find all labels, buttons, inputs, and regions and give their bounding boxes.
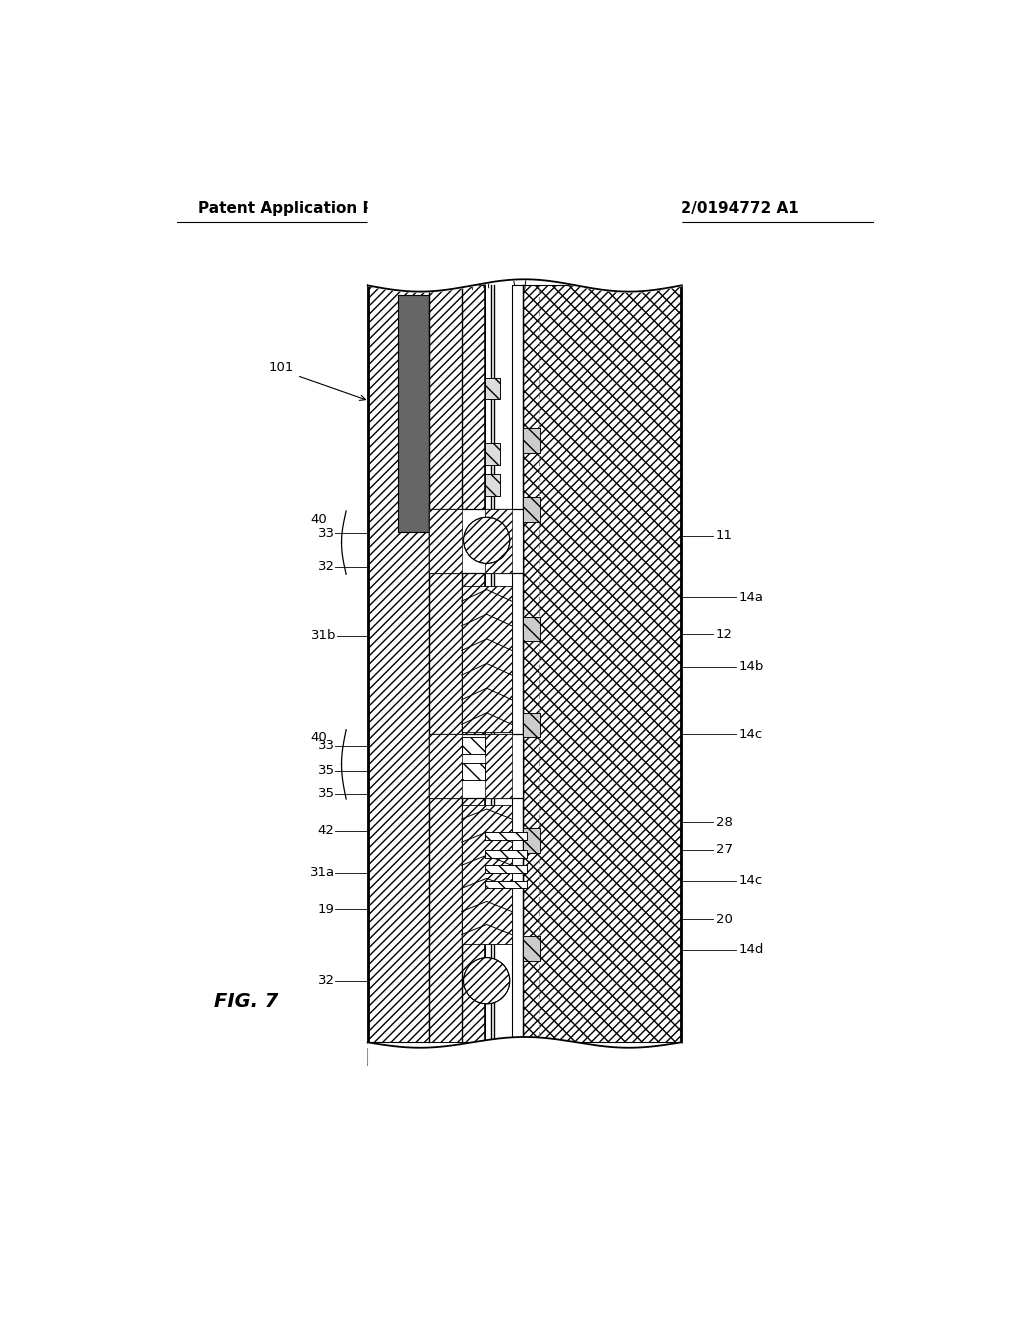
- Text: 20: 20: [716, 912, 732, 925]
- Bar: [523, 285, 681, 1043]
- Bar: [484, 832, 527, 840]
- Text: 21: 21: [373, 246, 389, 259]
- Text: 42: 42: [317, 824, 335, 837]
- Text: Patent Application Publication: Patent Application Publication: [199, 201, 459, 216]
- Text: Sheet 7 of 19: Sheet 7 of 19: [499, 201, 613, 216]
- Text: 101: 101: [268, 362, 294, 375]
- Text: 11: 11: [716, 529, 733, 543]
- Bar: [368, 285, 681, 1043]
- Bar: [484, 474, 500, 496]
- Bar: [462, 738, 484, 755]
- Bar: [484, 734, 512, 797]
- Bar: [523, 428, 541, 453]
- Text: 40: 40: [310, 513, 327, 527]
- Bar: [484, 378, 500, 400]
- Bar: [429, 285, 462, 1043]
- Bar: [523, 936, 541, 961]
- Text: 14d: 14d: [739, 944, 764, 957]
- Bar: [484, 850, 527, 858]
- Text: 13: 13: [519, 246, 537, 259]
- Bar: [512, 285, 523, 1043]
- Text: FIG. 7: FIG. 7: [214, 993, 279, 1011]
- Text: 30: 30: [479, 222, 497, 235]
- Bar: [484, 444, 500, 465]
- Text: 18: 18: [501, 246, 518, 259]
- Text: Aug. 2, 2012: Aug. 2, 2012: [407, 201, 515, 216]
- Text: 24: 24: [397, 246, 415, 259]
- Text: 2: 2: [434, 1082, 445, 1101]
- Bar: [484, 880, 527, 888]
- Text: 33: 33: [317, 739, 335, 752]
- Bar: [429, 734, 523, 797]
- Bar: [429, 508, 523, 573]
- Bar: [523, 713, 541, 738]
- Text: 14c: 14c: [739, 874, 763, 887]
- Text: 14c: 14c: [739, 727, 763, 741]
- Text: 28: 28: [716, 816, 732, 829]
- Bar: [462, 738, 484, 755]
- Text: 19: 19: [317, 903, 335, 916]
- Bar: [494, 285, 512, 1043]
- Text: US 2012/0194772 A1: US 2012/0194772 A1: [621, 201, 799, 216]
- Text: 23: 23: [460, 246, 476, 259]
- Bar: [462, 763, 484, 780]
- Bar: [484, 378, 500, 400]
- Bar: [523, 936, 541, 961]
- Text: 14b: 14b: [739, 660, 764, 673]
- Bar: [462, 763, 484, 780]
- Bar: [484, 866, 527, 873]
- Text: 32: 32: [317, 560, 335, 573]
- Bar: [523, 713, 541, 738]
- Text: 32: 32: [317, 974, 335, 987]
- Bar: [484, 880, 527, 888]
- Text: 1: 1: [597, 1082, 607, 1101]
- Text: 35: 35: [317, 764, 335, 777]
- Text: 31b: 31b: [311, 630, 337, 643]
- Text: 27: 27: [716, 843, 733, 857]
- Bar: [368, 285, 429, 1043]
- Text: 31a: 31a: [309, 866, 335, 879]
- Text: 14a: 14a: [739, 591, 764, 603]
- Bar: [523, 829, 541, 853]
- Bar: [523, 498, 541, 521]
- Bar: [523, 829, 541, 853]
- Bar: [484, 832, 527, 840]
- Bar: [462, 586, 512, 733]
- Bar: [523, 428, 541, 453]
- Bar: [462, 285, 484, 1043]
- Circle shape: [464, 958, 510, 1003]
- Bar: [523, 616, 541, 642]
- Bar: [397, 294, 429, 532]
- Bar: [484, 474, 500, 496]
- Bar: [429, 508, 462, 573]
- Text: 33: 33: [317, 527, 335, 540]
- Text: 40: 40: [310, 731, 327, 744]
- Text: 34: 34: [472, 238, 488, 251]
- Bar: [512, 285, 523, 1043]
- Bar: [523, 498, 541, 521]
- Bar: [523, 285, 681, 1043]
- Text: 22: 22: [430, 246, 447, 259]
- Bar: [484, 850, 527, 858]
- Bar: [523, 616, 541, 642]
- Bar: [484, 508, 512, 573]
- Bar: [484, 444, 500, 465]
- Bar: [429, 734, 462, 797]
- Text: 12: 12: [716, 628, 733, 640]
- Text: 35: 35: [317, 787, 335, 800]
- Bar: [462, 805, 512, 944]
- Bar: [484, 866, 527, 873]
- Circle shape: [464, 517, 510, 564]
